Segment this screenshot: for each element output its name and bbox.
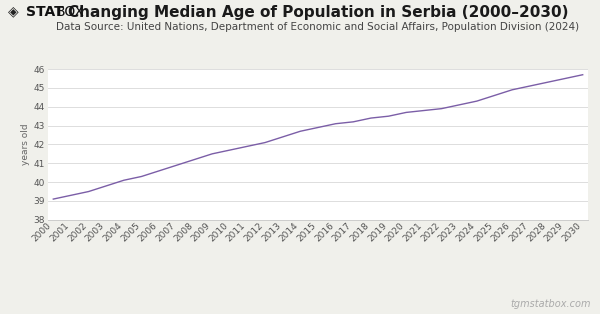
Text: STAT: STAT xyxy=(26,5,64,19)
Text: tgmstatbox.com: tgmstatbox.com xyxy=(511,299,591,309)
Text: ◈: ◈ xyxy=(8,5,19,19)
Text: BOX: BOX xyxy=(56,5,85,19)
Text: Data Source: United Nations, Department of Economic and Social Affairs, Populati: Data Source: United Nations, Department … xyxy=(56,22,580,32)
Y-axis label: years old: years old xyxy=(20,124,29,165)
Text: Changing Median Age of Population in Serbia (2000–2030): Changing Median Age of Population in Ser… xyxy=(68,5,568,20)
